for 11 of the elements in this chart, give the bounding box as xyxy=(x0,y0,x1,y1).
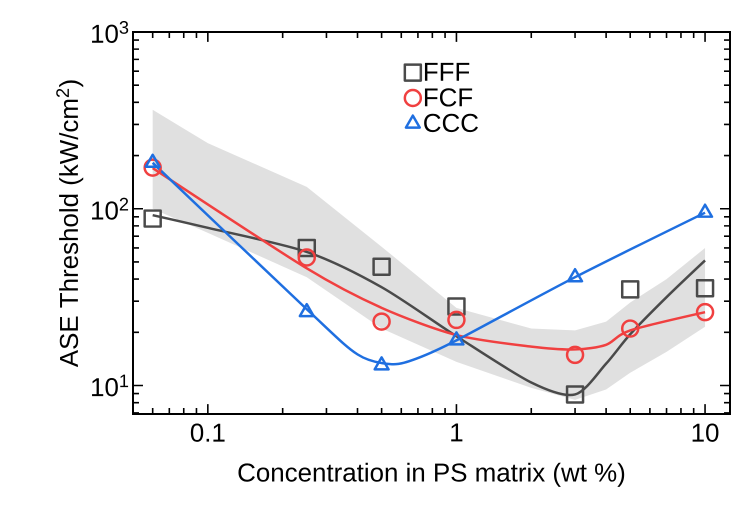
legend-label: FFF xyxy=(424,62,470,81)
x-tick-label: 1 xyxy=(451,424,462,442)
legend-label: FCF xyxy=(424,88,472,107)
y-tick-label: 10$^{3}$ xyxy=(92,21,128,43)
legend-label: CCC xyxy=(424,114,478,132)
y-axis-title: ASE Threshold (kW/cm$^{2}$) xyxy=(56,80,84,368)
x-tick-label: 10 xyxy=(692,424,718,442)
y-tick-label: 10$^{2}$ xyxy=(92,198,128,220)
y-tick-label: 10$^{1}$ xyxy=(92,374,128,396)
x-axis-title: Concentration in PS matrix (wt %) xyxy=(238,462,624,487)
x-tick-label: 0.1 xyxy=(190,424,225,442)
